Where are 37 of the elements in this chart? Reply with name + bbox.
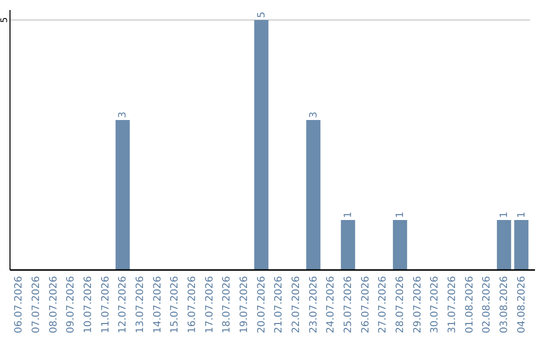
data-label: 1 — [343, 212, 354, 218]
x-tick-label: 10.07.2026 — [83, 276, 94, 334]
data-label: 3 — [118, 112, 129, 118]
x-tick-label: 18.07.2026 — [222, 276, 233, 334]
x-tick-label: 01.08.2026 — [464, 276, 476, 334]
x-tick-label: 23.07.2026 — [308, 276, 320, 334]
x-tick-label: 26.07.2026 — [360, 276, 372, 334]
x-tick-label: 29.07.2026 — [412, 276, 424, 334]
x-tick-label: 02.08.2026 — [482, 276, 493, 334]
x-tick-label: 31.07.2026 — [447, 276, 458, 334]
x-tick-label: 07.07.2026 — [31, 276, 42, 334]
data-label: 3 — [308, 112, 320, 118]
x-tick-label: 15.07.2026 — [170, 276, 181, 334]
x-tick-label: 03.08.2026 — [499, 276, 510, 334]
x-tick-label: 20.07.2026 — [256, 276, 268, 334]
x-tick-label: 16.07.2026 — [187, 276, 198, 334]
x-tick-label: 14.07.2026 — [152, 276, 164, 334]
x-tick-label: 04.08.2026 — [516, 276, 528, 334]
x-tick-label: 24.07.2026 — [326, 276, 337, 334]
x-tick-label: 06.07.2026 — [14, 276, 25, 334]
x-tick-label: 22.07.2026 — [291, 276, 302, 334]
x-tick-label: 21.07.2026 — [274, 276, 285, 334]
x-tick-label: 17.07.2026 — [204, 276, 216, 334]
x-tick-label: 12.07.2026 — [118, 276, 129, 334]
x-tick-label: 09.07.2026 — [66, 276, 77, 334]
x-tick-label: 13.07.2026 — [135, 276, 146, 334]
x-tick-label: 27.07.2026 — [378, 276, 389, 334]
x-tick-label: 28.07.2026 — [395, 276, 406, 334]
x-tick-label: 19.07.2026 — [239, 276, 250, 334]
x-tick-label: 11.07.2026 — [100, 276, 112, 334]
data-label: 1 — [395, 212, 406, 218]
data-label: 5 — [256, 12, 268, 18]
data-label: 1 — [516, 212, 528, 218]
x-tick-label: 30.07.2026 — [430, 276, 441, 334]
x-tick-label: 25.07.2026 — [343, 276, 354, 334]
x-tick-label: 08.07.2026 — [48, 276, 60, 334]
data-label: 1 — [499, 212, 510, 218]
